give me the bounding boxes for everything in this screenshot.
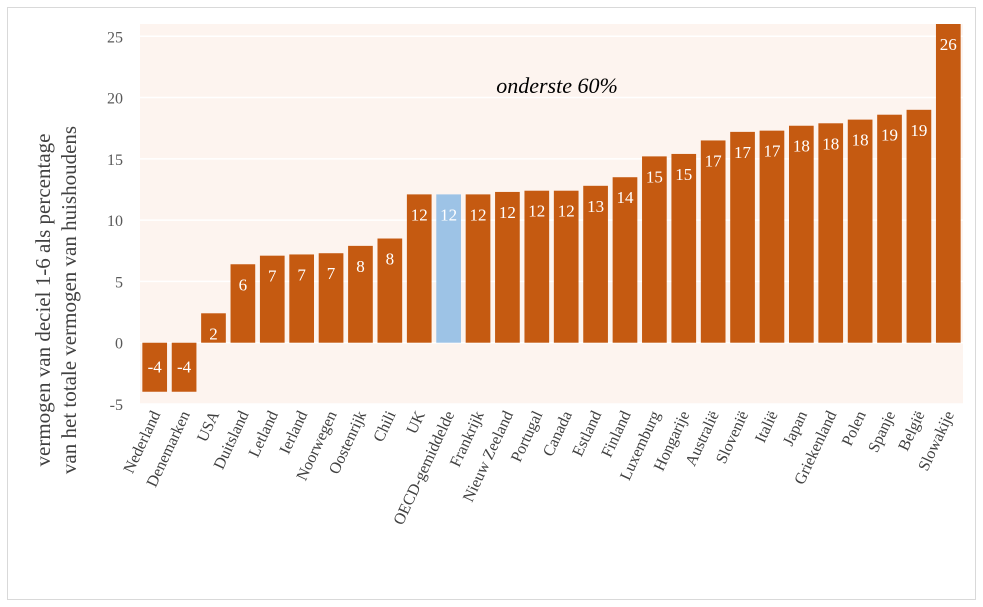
y-tick-label: 5 — [115, 274, 123, 291]
y-axis-label-line2: van het totale vermogen van huishoudens — [57, 126, 81, 474]
bar — [201, 313, 226, 343]
data-label: 12 — [411, 205, 428, 224]
bar — [348, 245, 373, 343]
chart-annotation: onderste 60% — [496, 73, 618, 98]
bar — [642, 156, 667, 343]
bar — [612, 177, 638, 343]
bar — [700, 140, 726, 343]
data-label: 12 — [470, 205, 487, 224]
data-label: 12 — [558, 202, 575, 221]
data-label: 8 — [386, 250, 395, 269]
x-tick-label: België — [895, 409, 928, 454]
data-label: 18 — [793, 137, 810, 156]
data-label: 7 — [268, 267, 277, 286]
data-label: -4 — [148, 358, 163, 377]
bar — [524, 190, 550, 343]
data-label: 6 — [239, 275, 248, 294]
data-label: 14 — [616, 188, 634, 207]
x-tick-label: USA — [194, 408, 223, 445]
bar — [436, 194, 461, 343]
data-label: -4 — [177, 358, 192, 377]
x-tick-label: Chili — [371, 408, 400, 445]
y-tick-label: 10 — [107, 213, 123, 230]
bar — [289, 254, 315, 343]
bar — [465, 194, 491, 343]
data-label: 17 — [734, 143, 752, 162]
y-axis-label-line1: vermogen van deciel 1-6 als percentage — [31, 134, 55, 467]
y-tick-label: -5 — [110, 397, 123, 414]
data-label: 18 — [822, 134, 839, 153]
bar — [259, 255, 285, 343]
bar — [671, 153, 697, 343]
bar — [906, 109, 932, 343]
data-label: 26 — [940, 35, 957, 54]
bar — [759, 130, 785, 343]
bar — [142, 342, 168, 392]
data-label: 12 — [499, 203, 516, 222]
bar — [553, 190, 579, 343]
x-tick-label: Japan — [780, 409, 811, 449]
x-tick-label: UK — [404, 408, 429, 437]
data-label: 19 — [910, 121, 927, 140]
y-tick-label: 15 — [107, 152, 123, 169]
data-label: 12 — [528, 202, 545, 221]
bar — [171, 342, 197, 392]
x-tick-label: Spanje — [865, 409, 899, 456]
y-tick-label: 25 — [107, 29, 123, 46]
bar — [230, 264, 256, 343]
bar — [788, 125, 814, 343]
y-tick-label: 20 — [107, 91, 123, 108]
data-label: 12 — [440, 205, 457, 224]
bar — [583, 185, 608, 343]
x-tick-label: OECD-gemiddelde — [391, 409, 459, 528]
bar — [406, 194, 432, 343]
bar — [877, 114, 902, 343]
bar — [847, 119, 873, 343]
data-label: 8 — [356, 257, 365, 276]
y-tick-label: 0 — [115, 336, 123, 353]
data-label: 18 — [852, 131, 869, 150]
data-label: 15 — [646, 167, 663, 186]
bar — [935, 24, 961, 343]
bar — [818, 123, 844, 343]
bar — [318, 253, 344, 343]
data-label: 13 — [587, 197, 604, 216]
x-tick-label: Polen — [839, 409, 870, 449]
data-label: 17 — [763, 142, 781, 161]
bar — [377, 238, 403, 343]
data-label: 2 — [209, 324, 218, 343]
data-label: 19 — [881, 126, 898, 145]
x-tick-label: Italië — [752, 409, 781, 446]
bar — [495, 191, 520, 343]
data-label: 7 — [327, 264, 336, 283]
data-label: 17 — [705, 151, 723, 170]
data-label: 15 — [675, 165, 692, 184]
bar — [730, 131, 755, 343]
data-label: 7 — [297, 265, 306, 284]
